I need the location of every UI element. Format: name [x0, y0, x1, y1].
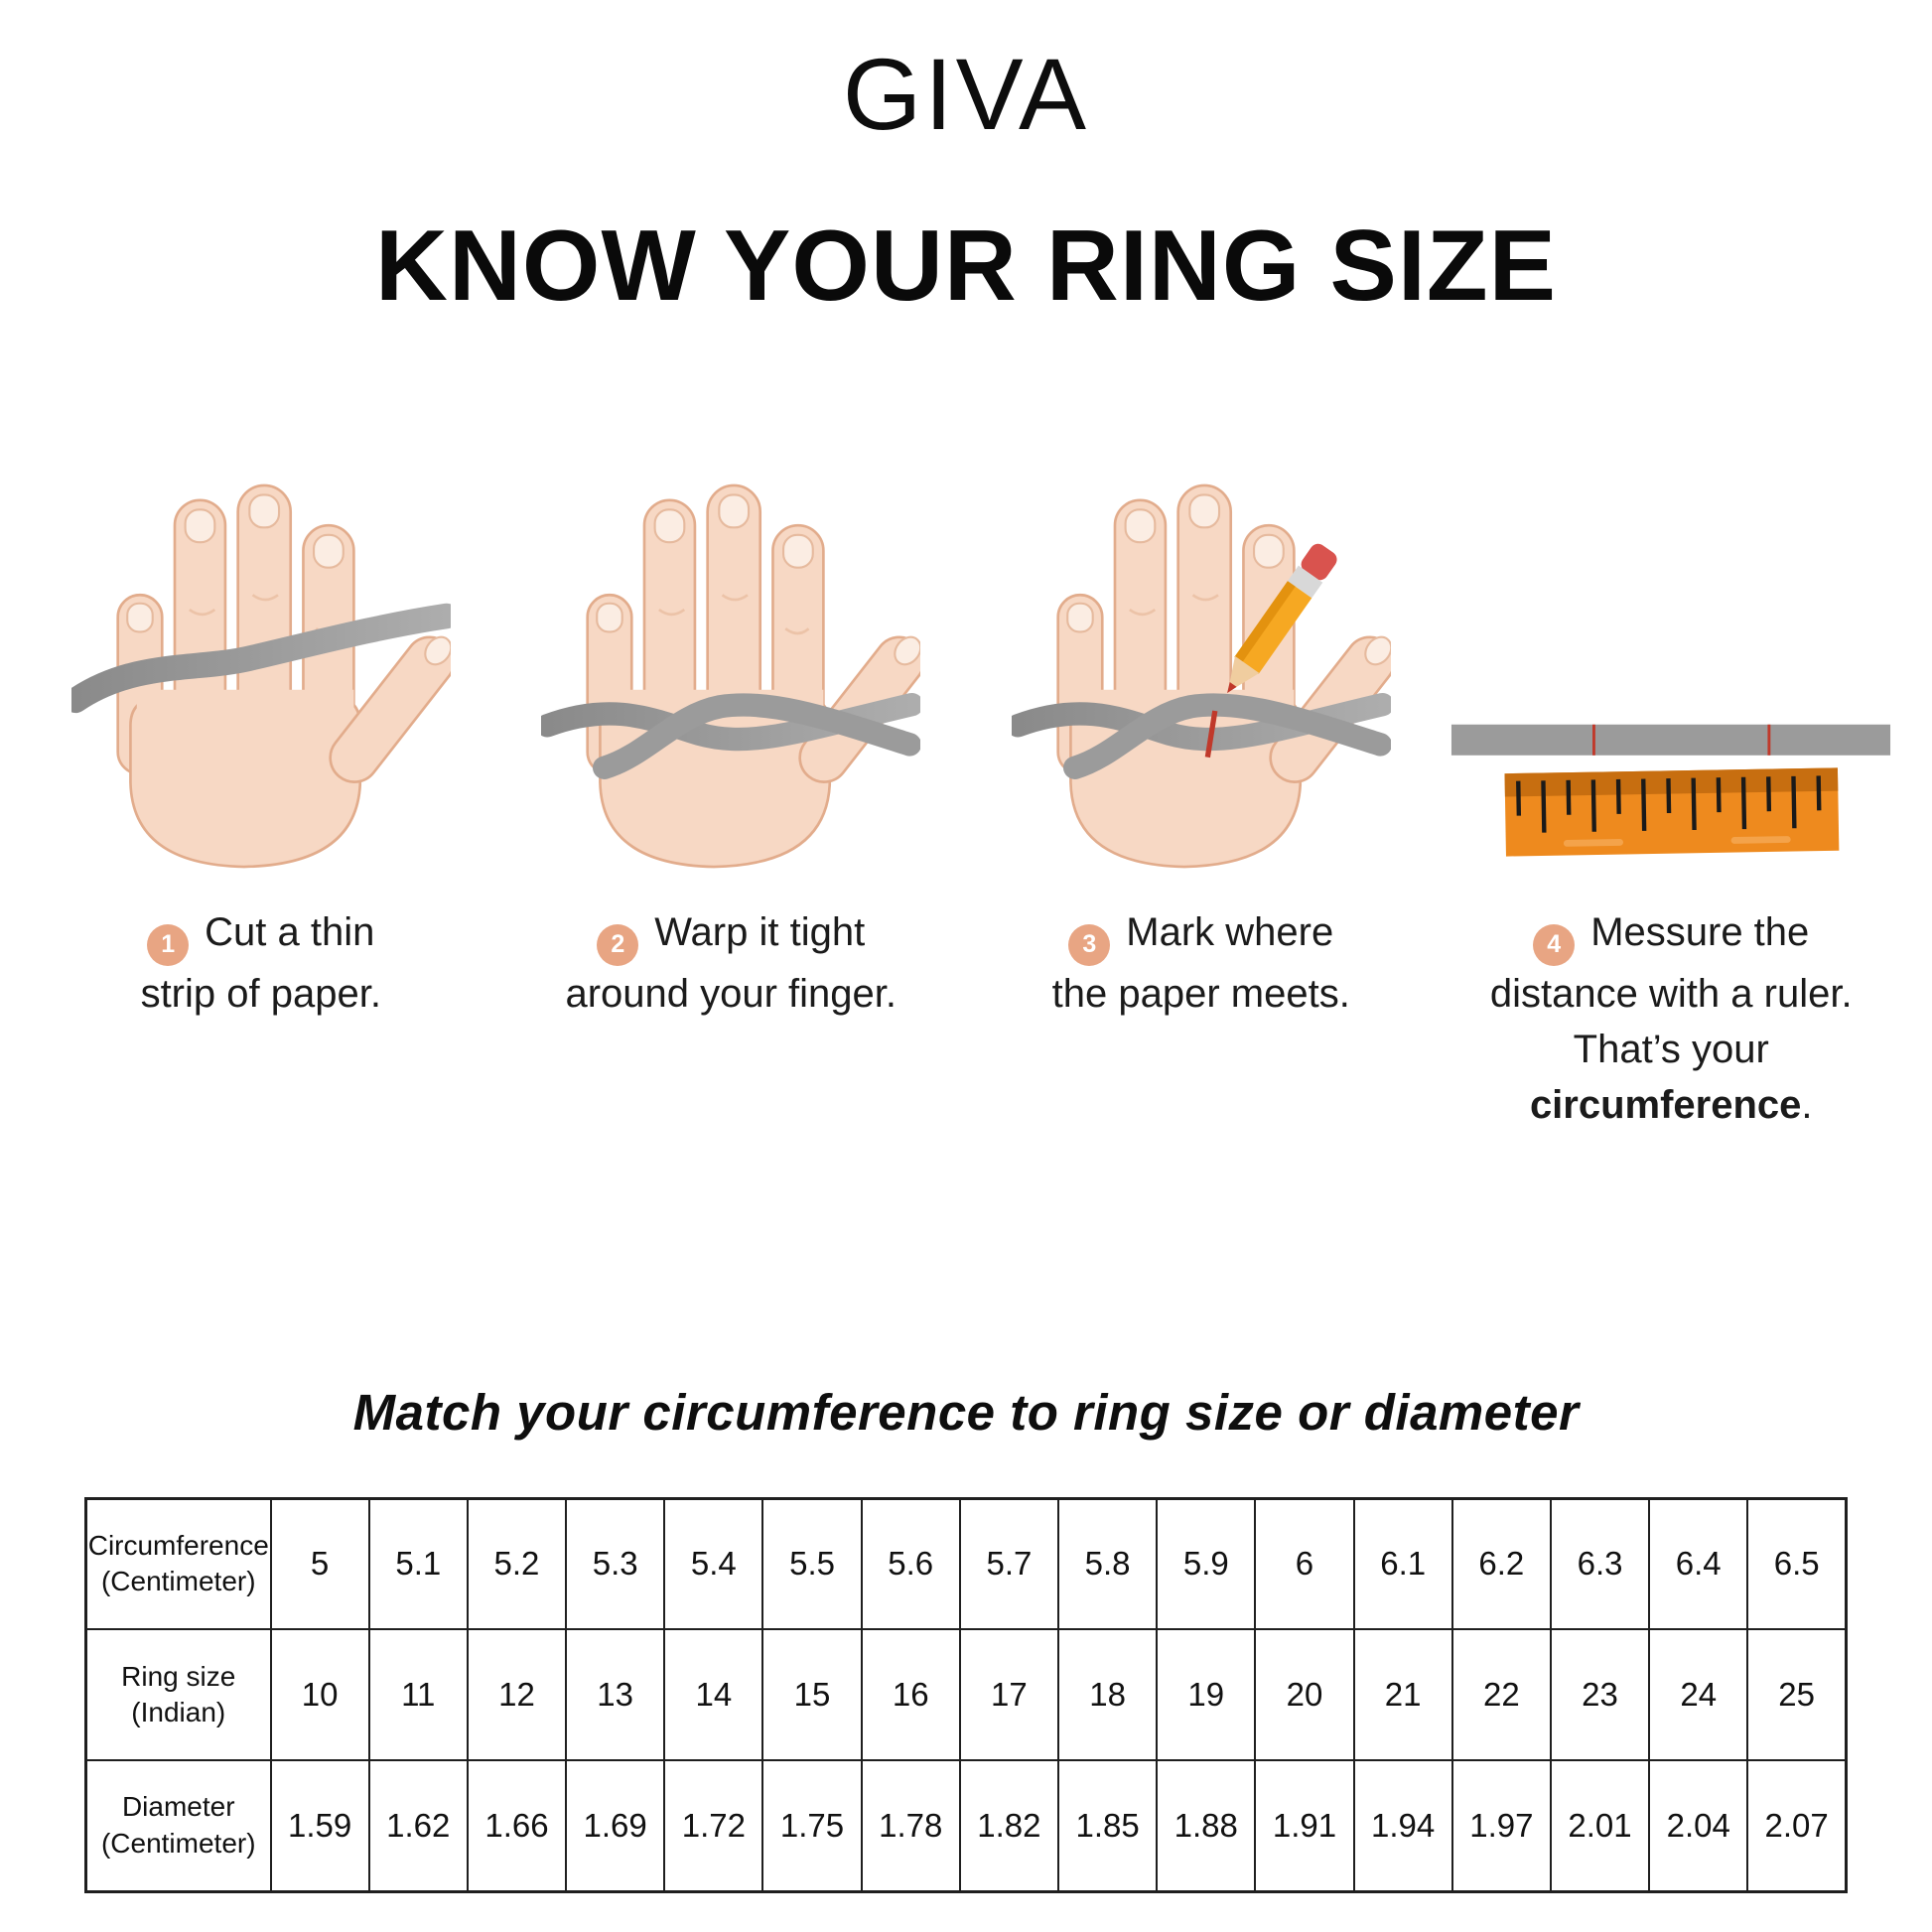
table-cell: 20 — [1254, 1628, 1355, 1761]
table-cell: 5.3 — [565, 1497, 666, 1630]
table-cell: 17 — [958, 1628, 1060, 1761]
table-cell: 5.6 — [860, 1497, 961, 1630]
table-cell: 1.69 — [565, 1759, 666, 1892]
table-cell: 1.66 — [466, 1759, 568, 1892]
table-cell: 6 — [1254, 1497, 1355, 1630]
table-cell: 6.2 — [1450, 1497, 1552, 1630]
step-3: 3 Mark where the paper meets. — [966, 404, 1437, 1133]
table-cell: 1.78 — [860, 1759, 961, 1892]
table-cell: 2.04 — [1648, 1759, 1749, 1892]
table-cell: 2.01 — [1549, 1759, 1651, 1892]
step-4: 4 Messure the distance with a ruler. That… — [1437, 404, 1907, 1133]
brand-logo: GIVA — [842, 38, 1090, 151]
table-cell: 6.4 — [1648, 1497, 1749, 1630]
table-cell: 1.82 — [958, 1759, 1060, 1892]
step-number-badge: 2 — [597, 923, 639, 966]
row-header: Diameter (Centimeter) — [84, 1759, 272, 1892]
steps-row: 1 Cut a thin strip of paper. 2 Warp it tig… — [0, 404, 1932, 1133]
match-heading: Match your circumference to ring size or… — [352, 1383, 1580, 1441]
table-cell: 5.1 — [367, 1497, 469, 1630]
table-row: Circumference (Centimeter) 5 5.1 5.2 5.3 5.4 5.… — [84, 1497, 1848, 1630]
table-cell: 13 — [565, 1628, 666, 1761]
size-table: Circumference (Centimeter) 5 5.1 5.2 5.3 5.4 5.… — [84, 1496, 1848, 1893]
table-cell: 5.8 — [1056, 1497, 1159, 1630]
table-cell: 23 — [1549, 1628, 1651, 1761]
step-caption: 2 Warp it tight around your finger. — [565, 910, 897, 1016]
table-cell: 6.5 — [1746, 1497, 1848, 1630]
table-cell: 5.9 — [1156, 1497, 1257, 1630]
step-caption: 4 Messure the distance with a ruler. That… — [1489, 910, 1853, 1127]
table-cell: 18 — [1056, 1628, 1159, 1761]
table-cell: 1.85 — [1056, 1759, 1159, 1892]
table-cell: 1.72 — [663, 1759, 764, 1892]
table-row: Ring size (Indian) 10 11 12 13 14 15 16 17 18 19 20 2… — [84, 1628, 1848, 1761]
step-1: 1 Cut a thin strip of paper. — [26, 404, 496, 1133]
table-cell: 6.3 — [1549, 1497, 1651, 1630]
table-cell: 14 — [663, 1628, 764, 1761]
ruler-measure-icon — [1451, 724, 1891, 857]
step-caption: 3 Mark where the paper meets. — [1051, 910, 1350, 1016]
hand-pencil-mark-icon — [1011, 483, 1391, 869]
step-number-badge: 3 — [1068, 923, 1111, 966]
table-cell: 22 — [1450, 1628, 1552, 1761]
table-cell: 5.4 — [663, 1497, 764, 1630]
table-cell: 10 — [269, 1628, 370, 1761]
row-header: Circumference (Centimeter) — [84, 1497, 272, 1630]
table-cell: 21 — [1352, 1628, 1453, 1761]
table-row: Diameter (Centimeter) 1.59 1.62 1.66 1.69 1.72… — [84, 1759, 1848, 1892]
table-cell: 25 — [1746, 1628, 1848, 1761]
table-cell: 24 — [1648, 1628, 1749, 1761]
table-cell: 5.2 — [466, 1497, 568, 1630]
table-cell: 6.1 — [1352, 1497, 1453, 1630]
table-cell: 2.07 — [1746, 1759, 1848, 1892]
table-cell: 5 — [269, 1497, 370, 1630]
hand-wrapped-strip-icon — [541, 483, 921, 869]
step-number-badge: 1 — [147, 923, 190, 966]
table-cell: 1.94 — [1352, 1759, 1453, 1892]
table-cell: 19 — [1156, 1628, 1257, 1761]
table-cell: 1.59 — [269, 1759, 370, 1892]
table-cell: 1.88 — [1156, 1759, 1257, 1892]
row-header: Ring size (Indian) — [84, 1628, 272, 1761]
table-cell: 1.97 — [1450, 1759, 1552, 1892]
table-cell: 16 — [860, 1628, 961, 1761]
step-number-badge: 4 — [1533, 923, 1576, 966]
table-cell: 5.7 — [958, 1497, 1060, 1630]
table-cell: 1.62 — [367, 1759, 469, 1892]
step-2: 2 Warp it tight around your finger. — [496, 404, 967, 1133]
pencil-icon — [1226, 543, 1337, 693]
hand-with-paper-strip-icon — [70, 483, 451, 869]
table-cell: 1.75 — [761, 1759, 863, 1892]
step-caption: 1 Cut a thin strip of paper. — [140, 910, 381, 1016]
table-cell: 15 — [761, 1628, 863, 1761]
table-cell: 11 — [367, 1628, 469, 1761]
table-cell: 1.91 — [1254, 1759, 1355, 1892]
page-title: KNOW YOUR RING SIZE — [375, 210, 1557, 322]
table-cell: 5.5 — [761, 1497, 863, 1630]
table-cell: 12 — [466, 1628, 568, 1761]
